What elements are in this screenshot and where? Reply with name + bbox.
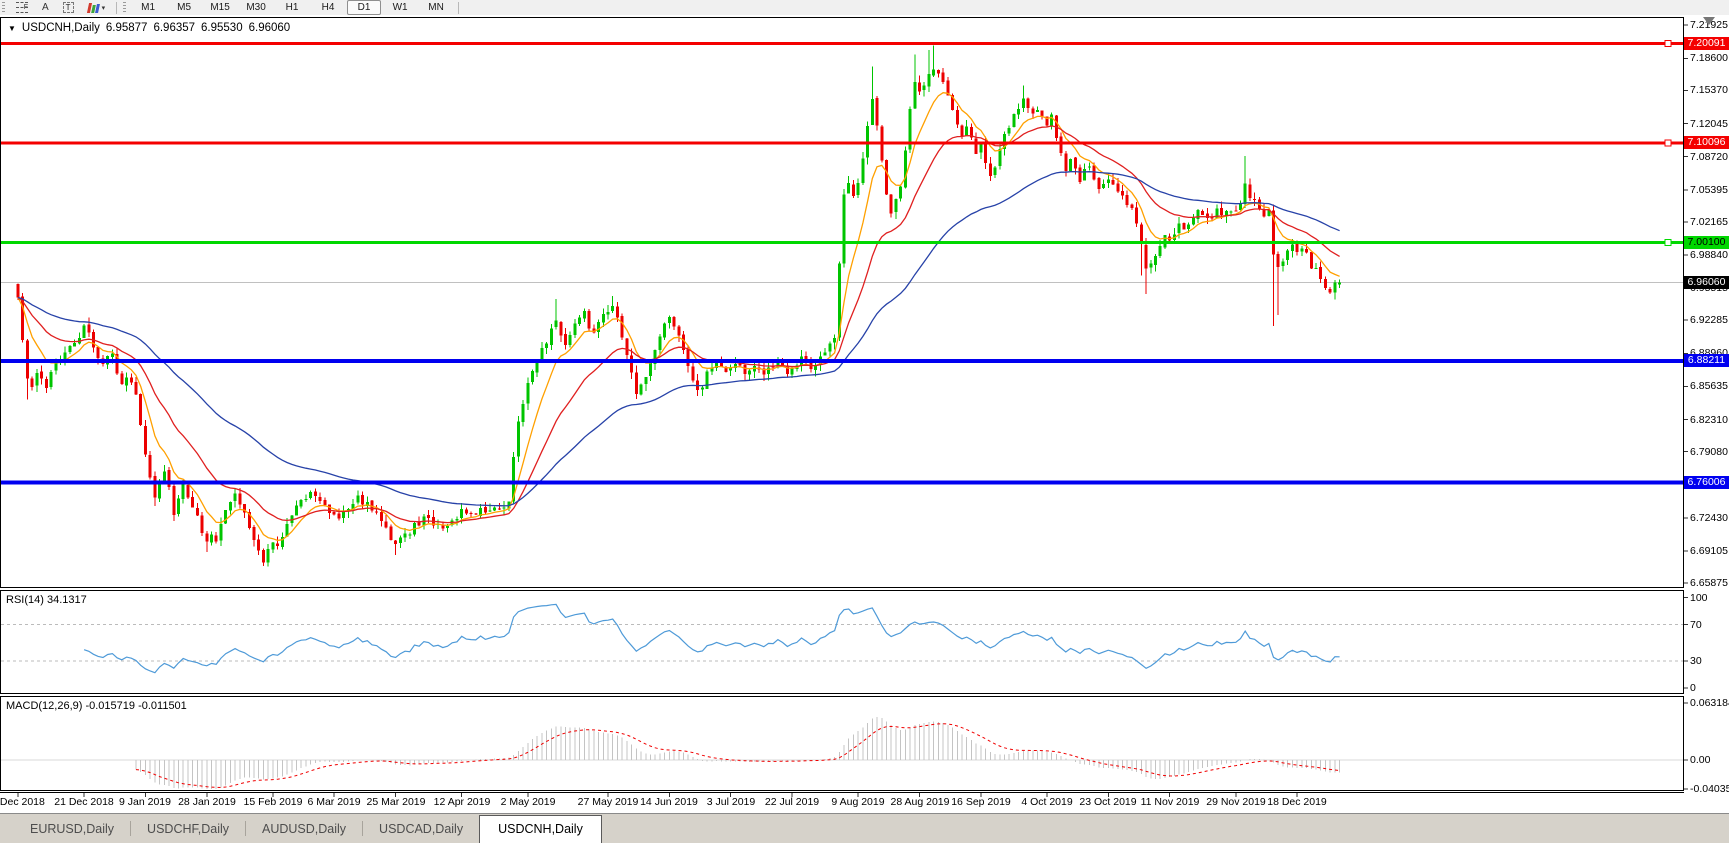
text-box-tool-button[interactable]: T	[57, 0, 80, 15]
toolbar: F A T ▾ M1 M5 M15 M30 H1 H4 D1 W1 MN	[0, 0, 1729, 16]
main-price-chart[interactable]	[0, 17, 1729, 588]
date-label: 14 Jun 2019	[640, 796, 698, 808]
rsi-indicator-panel[interactable]	[0, 590, 1729, 694]
macd-signal-line	[135, 723, 1340, 789]
tab-eurusd[interactable]: EURUSD,Daily	[30, 821, 115, 836]
date-label: 25 Mar 2019	[366, 796, 426, 808]
ohlc-low: 6.95530	[201, 22, 243, 34]
macd-label: MACD(12,26,9) -0.015719 -0.011501	[6, 700, 187, 712]
tab-usdcad[interactable]: USDCAD,Daily	[379, 821, 464, 836]
moving-average-55	[17, 170, 1340, 507]
chart-shift-marker[interactable]	[1703, 17, 1715, 25]
date-label: 9 Aug 2019	[831, 796, 885, 808]
rsi-line	[83, 603, 1340, 674]
rsi-label: RSI(14) 34.1317	[6, 594, 87, 606]
timeframe-h1[interactable]: H1	[285, 2, 299, 13]
text-label-icon: A	[42, 2, 49, 13]
symbol-tabs: EURUSD,Daily USDCHF,Daily AUDUSD,Daily USDC…	[0, 813, 1729, 843]
timeframe-m30[interactable]: M30	[246, 2, 266, 13]
timeframe-mn[interactable]: MN	[428, 2, 444, 13]
timeframe-h4[interactable]: H4	[321, 2, 335, 13]
date-label: 28 Aug 2019	[890, 796, 950, 808]
date-label: 27 May 2019	[577, 796, 639, 808]
tab-usdchf[interactable]: USDCHF,Daily	[147, 821, 229, 836]
date-label: 9 Jan 2019	[119, 796, 171, 808]
tab-audusd[interactable]: AUDUSD,Daily	[262, 821, 347, 836]
date-label: 21 Dec 2018	[54, 796, 114, 808]
tab-separator	[130, 821, 132, 836]
timeframe-m15[interactable]: M15	[210, 2, 230, 13]
chevron-down-icon: ▾	[101, 4, 106, 12]
date-label: 18 Dec 2019	[1267, 796, 1327, 808]
ohlc-open: 6.95877	[105, 22, 148, 34]
date-label: 15 Feb 2019	[243, 796, 303, 808]
crayons-icon	[86, 2, 100, 13]
symbol-name: USDCNH,Daily	[21, 22, 100, 34]
date-label: 3 Dec 2018	[0, 796, 45, 808]
ohlc-high: 6.96357	[153, 22, 196, 34]
date-label: 28 Jan 2019	[178, 796, 236, 808]
text-box-icon: T	[62, 2, 74, 13]
date-label: 4 Oct 2019	[1021, 796, 1073, 808]
tab-separator	[362, 821, 364, 836]
tab-separator	[245, 821, 246, 836]
timeframe-m5[interactable]: M5	[177, 2, 192, 13]
timeframe-w1[interactable]: W1	[392, 2, 408, 13]
date-label: 22 Jul 2019	[764, 796, 820, 808]
date-label: 23 Oct 2019	[1079, 796, 1137, 808]
date-label: 12 Apr 2019	[433, 796, 491, 808]
macd-indicator-panel[interactable]	[0, 696, 1729, 791]
time-axis-ticks	[0, 792, 1684, 797]
moving-average-21	[17, 125, 1340, 524]
chart-window: ▼ USDCNH,Daily 6.95877 6.96357 6.95530 6…	[0, 15, 1729, 813]
symbol-dropdown-icon[interactable]: ▼	[8, 23, 16, 33]
timeframe-toolbar: M1 M5 M15 M30 H1 H4 D1 W1 MN	[130, 0, 454, 15]
ohlc-close: 6.96060	[248, 22, 291, 34]
date-label: 29 Nov 2019	[1206, 796, 1266, 808]
fibonacci-tool-button[interactable]: F	[10, 0, 34, 15]
colors-tool-button[interactable]: ▾	[82, 0, 112, 15]
toolbar-grip[interactable]	[2, 2, 5, 13]
text-label-tool-button[interactable]: A	[36, 0, 55, 15]
toolbar-separator	[458, 1, 460, 14]
moving-average-8	[17, 92, 1340, 542]
date-label: 11 Nov 2019	[1140, 796, 1200, 808]
timeframe-d1[interactable]: D1	[347, 0, 382, 15]
date-label: 16 Sep 2019	[951, 796, 1011, 808]
tab-usdcnh[interactable]: USDCNH,Daily	[479, 815, 602, 843]
date-label: 6 Mar 2019	[307, 796, 361, 808]
timeframe-m1[interactable]: M1	[141, 2, 156, 13]
chart-title: ▼ USDCNH,Daily 6.95877 6.96357 6.95530 6…	[8, 22, 290, 34]
date-label: 3 Jul 2019	[706, 796, 756, 808]
fibonacci-icon: F	[16, 2, 28, 13]
toolbar-grip[interactable]	[123, 2, 127, 13]
toolbar-separator	[116, 1, 118, 14]
date-label: 2 May 2019	[500, 796, 556, 808]
